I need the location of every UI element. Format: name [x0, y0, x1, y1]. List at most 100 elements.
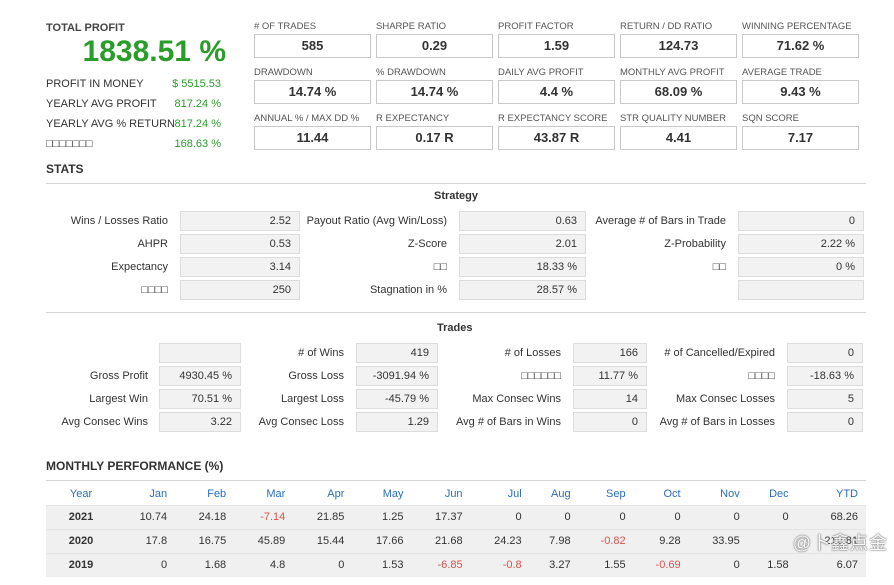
table-row: 2020 17.8 16.75 45.89 15.44 17.66 21.68 24.23 7.… [46, 528, 866, 553]
year-cell: 2019 [46, 552, 116, 577]
stat-value: 0.63 [459, 211, 586, 231]
watermark: @卜鑫点金 [792, 533, 888, 553]
metric-value: 68.09 % [620, 80, 737, 104]
month-cell: -0.69 [633, 552, 689, 577]
month-cell: 0 [116, 552, 176, 577]
metric-sqn-score: SQN SCORE 7.17 [742, 113, 859, 150]
metric-r-expectancy: R EXPECTANCY 0.17 R [376, 113, 493, 150]
table-row: 2019 0 1.68 4.8 0 1.53 -6.85 -0.8 3.27 1.55 -0.69 0… [46, 552, 866, 577]
metric-value: 0.29 [376, 34, 493, 58]
profit-in-money-row: PROFIT IN MONEY $ 5515.53 [46, 74, 226, 94]
metric-value: 43.87 R [498, 126, 615, 150]
metric-drawdown: DRAWDOWN 14.74 % [254, 67, 371, 104]
month-cell: 21.85 [293, 504, 353, 529]
summary-panel: TOTAL PROFIT 1838.51 % PROFIT IN MONEY $… [46, 22, 226, 154]
month-cell: 6.07 [796, 552, 866, 577]
trade-value: 0 [573, 412, 647, 432]
stat-value: 2.22 % [738, 234, 864, 254]
col-header: Feb [207, 487, 227, 500]
metric-label: ANNUAL % / MAX DD % [254, 113, 360, 124]
metric-annual-max-dd: ANNUAL % / MAX DD % 11.44 [254, 113, 371, 150]
month-cell: 0 [688, 552, 748, 577]
total-profit-label: TOTAL PROFIT [46, 22, 125, 34]
col-header: Jan [149, 487, 168, 500]
stat-label: Stagnation in % [369, 284, 447, 296]
trade-value: 11.77 % [573, 366, 647, 386]
col-header: Dec [769, 487, 789, 500]
metric-r-expectancy-score: R EXPECTANCY SCORE 43.87 R [498, 113, 615, 150]
metric-value: 14.74 % [254, 80, 371, 104]
metric-value: 1.59 [498, 34, 615, 58]
metric-label: % DRAWDOWN [376, 67, 446, 78]
trade-value: 70.51 % [159, 389, 241, 409]
trade-value: 4930.45 % [159, 366, 241, 386]
stat-label: Payout Ratio (Avg Win/Loss) [306, 215, 447, 227]
month-cell: 17.37 [411, 504, 471, 529]
kv-value: 817.24 % [174, 118, 221, 130]
stats-divider [46, 183, 866, 184]
total-profit-value: 1838.51 % [82, 35, 226, 68]
stat-label: □□ [712, 261, 726, 273]
month-cell: 1.25 [352, 504, 412, 529]
trade-label: □□□□ [748, 370, 775, 382]
stat-value: 2.01 [459, 234, 586, 254]
stat-value: 0.53 [180, 234, 300, 254]
metric-label: WINNING PERCENTAGE [742, 21, 852, 32]
metric-label: PROFIT FACTOR [498, 21, 574, 32]
trade-label: # of Cancelled/Expired [664, 347, 775, 359]
stat-value: 2.52 [180, 211, 300, 231]
month-cell: 3.27 [529, 552, 579, 577]
month-cell [747, 528, 797, 553]
month-cell: 24.23 [470, 528, 530, 553]
monthly-title: MONTHLY PERFORMANCE (%) [46, 459, 224, 473]
month-cell: 0 [529, 504, 579, 529]
stat-value: 3.14 [180, 257, 300, 277]
month-cell: 212.81 [796, 528, 866, 553]
metric-value: 14.74 % [376, 80, 493, 104]
metric-label: AVERAGE TRADE [742, 67, 822, 78]
metric-value: 4.41 [620, 126, 737, 150]
stat-value: 0 % [738, 257, 864, 277]
metric-label: R EXPECTANCY [376, 113, 450, 124]
month-cell: -6.85 [411, 552, 471, 577]
stat-label: Wins / Losses Ratio [70, 215, 168, 227]
month-cell: 21.68 [411, 528, 471, 553]
trade-value: 166 [573, 343, 647, 363]
monthly-performance-table: Year Jan Feb Mar Apr May Jun Jul Aug Sep… [46, 483, 866, 577]
trade-label: Gross Loss [288, 370, 344, 382]
trade-value: -3091.94 % [356, 366, 438, 386]
trade-label: Largest Win [89, 393, 148, 405]
metric-label: SHARPE RATIO [376, 21, 447, 32]
metric-value: 11.44 [254, 126, 371, 150]
trade-value: 1.29 [356, 412, 438, 432]
yearly-avg-return-row: YEARLY AVG % RETURN 817.24 % [46, 114, 226, 134]
col-header: Jun [444, 487, 463, 500]
kv-value: $ 5515.53 [172, 78, 221, 90]
metric-average-trade: AVERAGE TRADE 9.43 % [742, 67, 859, 104]
metric-percent-drawdown: % DRAWDOWN 14.74 % [376, 67, 493, 104]
month-cell: 9.28 [633, 528, 689, 553]
month-cell: -0.82 [578, 528, 634, 553]
metric-value: 585 [254, 34, 371, 58]
trade-value: -18.63 % [787, 366, 863, 386]
col-header: Nov [720, 487, 740, 500]
metric-daily-avg-profit: DAILY AVG PROFIT 4.4 % [498, 67, 615, 104]
metric-label: # OF TRADES [254, 21, 317, 32]
trade-label: Max Consec Losses [675, 393, 775, 405]
monthly-divider [46, 480, 866, 481]
month-cell: 0 [293, 552, 353, 577]
stat-value [738, 280, 864, 300]
kv-value: 168.63 % [174, 138, 221, 150]
trade-label: Avg Consec Wins [61, 416, 148, 428]
month-cell: 0 [747, 504, 797, 529]
trade-label: Gross Profit [89, 370, 148, 382]
unlabeled-row: □□□□□□□ 168.63 % [46, 134, 226, 154]
trade-label: Avg # of Bars in Losses [659, 416, 775, 428]
metric-label: DRAWDOWN [254, 67, 313, 78]
metric-value: 0.17 R [376, 126, 493, 150]
metric-winning-percentage: WINNING PERCENTAGE 71.62 % [742, 21, 859, 58]
trade-label: Avg Consec Loss [258, 416, 344, 428]
col-header: Apr [327, 487, 345, 500]
month-cell: 16.75 [175, 528, 235, 553]
trade-label: □□□□□□ [521, 370, 561, 382]
